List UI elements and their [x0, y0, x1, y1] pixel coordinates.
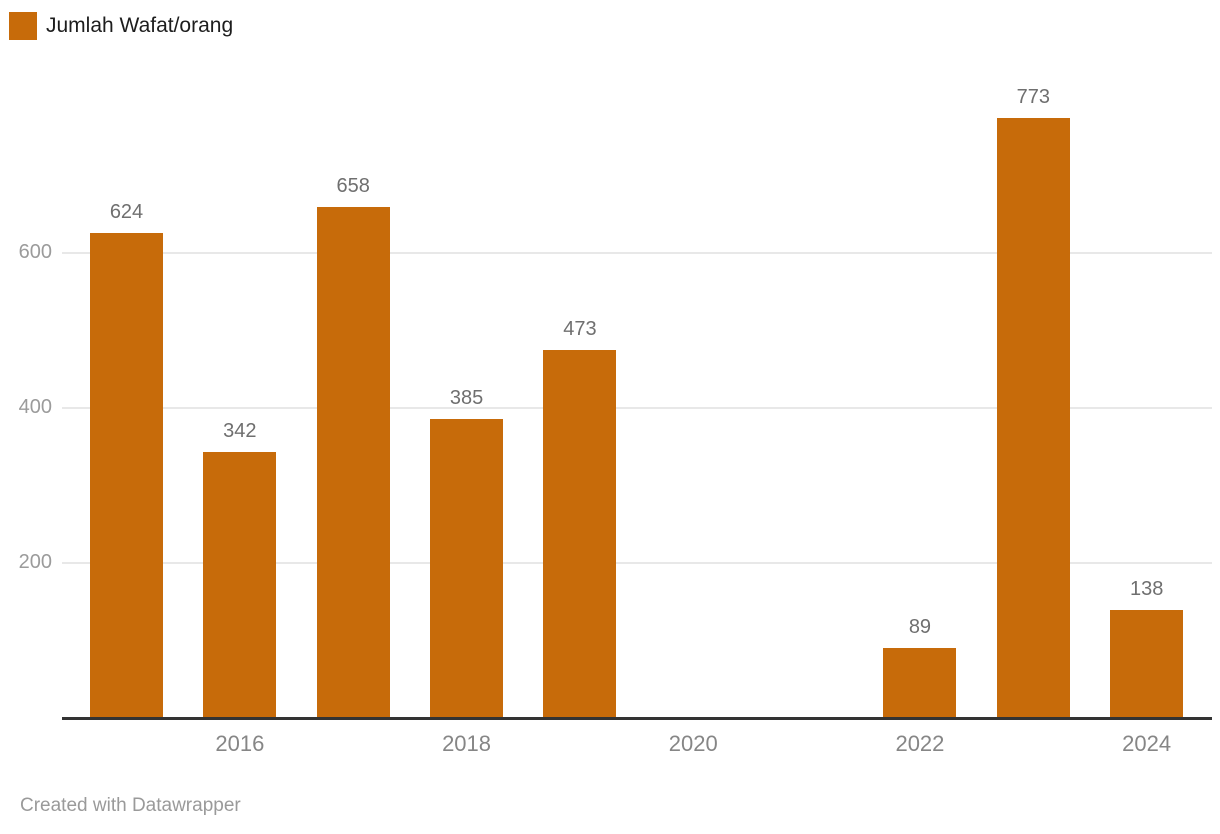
- gridline: [62, 252, 1212, 254]
- bar-value-label: 385: [449, 386, 484, 409]
- gridline: [62, 562, 1212, 564]
- datawrapper-credit-link[interactable]: Created with Datawrapper: [20, 795, 241, 816]
- x-axis-tick-label: 2016: [215, 731, 265, 756]
- bar-value-label: 473: [563, 318, 597, 341]
- bar-2017[interactable]: [316, 207, 390, 717]
- bar-value-label: 138: [1129, 578, 1164, 601]
- legend: Jumlah Wafat/orang: [9, 12, 233, 40]
- y-axis-tick-label: 200: [18, 551, 52, 573]
- bar-value-label: 89: [908, 616, 932, 639]
- y-axis-tick-label: 400: [18, 396, 52, 418]
- bar-2015[interactable]: [90, 233, 163, 717]
- bar-value-label: 624: [109, 201, 144, 224]
- bar-2018[interactable]: [430, 418, 504, 717]
- y-axis-tick-label: 600: [18, 241, 52, 263]
- legend-color-swatch-icon: [9, 12, 37, 40]
- bar-2016[interactable]: [203, 451, 277, 717]
- x-axis-tick-label: 2020: [668, 731, 718, 756]
- gridline: [62, 407, 1212, 409]
- bar-2023[interactable]: [996, 117, 1070, 717]
- bar-value-label: 773: [1016, 85, 1050, 108]
- legend-label: Jumlah Wafat/orang: [46, 14, 234, 37]
- x-axis-tick-label: 2018: [442, 731, 492, 756]
- bar-2022[interactable]: [883, 648, 957, 717]
- x-axis-tick-label: 2022: [895, 731, 945, 756]
- bar-2019[interactable]: [543, 350, 617, 717]
- x-axis-tick-label: 2024: [1122, 731, 1172, 756]
- bar-value-label: 658: [336, 175, 370, 198]
- bar-2024[interactable]: [1110, 610, 1184, 717]
- x-axis-line: [62, 717, 1212, 720]
- bar-value-label: 342: [223, 419, 257, 442]
